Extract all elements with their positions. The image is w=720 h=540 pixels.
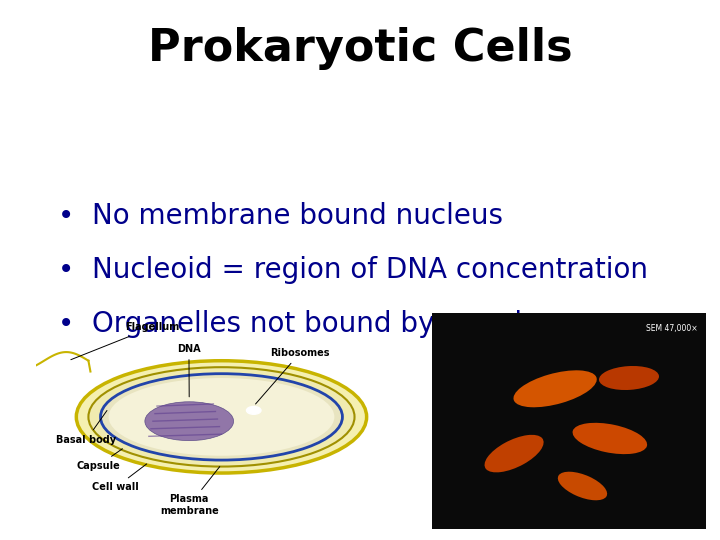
- Ellipse shape: [513, 370, 597, 407]
- Text: Flagellum: Flagellum: [71, 322, 179, 360]
- Ellipse shape: [485, 435, 544, 472]
- Text: SEM 47,000×: SEM 47,000×: [646, 324, 698, 333]
- Text: Plasma
membrane: Plasma membrane: [160, 467, 220, 516]
- Circle shape: [246, 407, 261, 414]
- Text: •  Nucleoid = region of DNA concentration: • Nucleoid = region of DNA concentration: [58, 256, 647, 284]
- Ellipse shape: [572, 423, 647, 454]
- Ellipse shape: [89, 367, 354, 467]
- Text: DNA: DNA: [177, 344, 201, 397]
- Text: Cell wall: Cell wall: [92, 464, 147, 492]
- Text: •  Organelles not bound by membranes: • Organelles not bound by membranes: [58, 310, 609, 338]
- Text: Ribosomes: Ribosomes: [256, 348, 329, 404]
- Ellipse shape: [145, 402, 233, 441]
- Ellipse shape: [599, 366, 659, 390]
- Text: Prokaryotic Cells: Prokaryotic Cells: [148, 27, 572, 70]
- Ellipse shape: [558, 472, 607, 500]
- Text: Capsule: Capsule: [76, 449, 122, 471]
- Ellipse shape: [76, 361, 366, 473]
- Ellipse shape: [109, 378, 334, 456]
- Text: Basal body: Basal body: [56, 410, 117, 445]
- Text: •  No membrane bound nucleus: • No membrane bound nucleus: [58, 202, 503, 230]
- Ellipse shape: [101, 374, 343, 460]
